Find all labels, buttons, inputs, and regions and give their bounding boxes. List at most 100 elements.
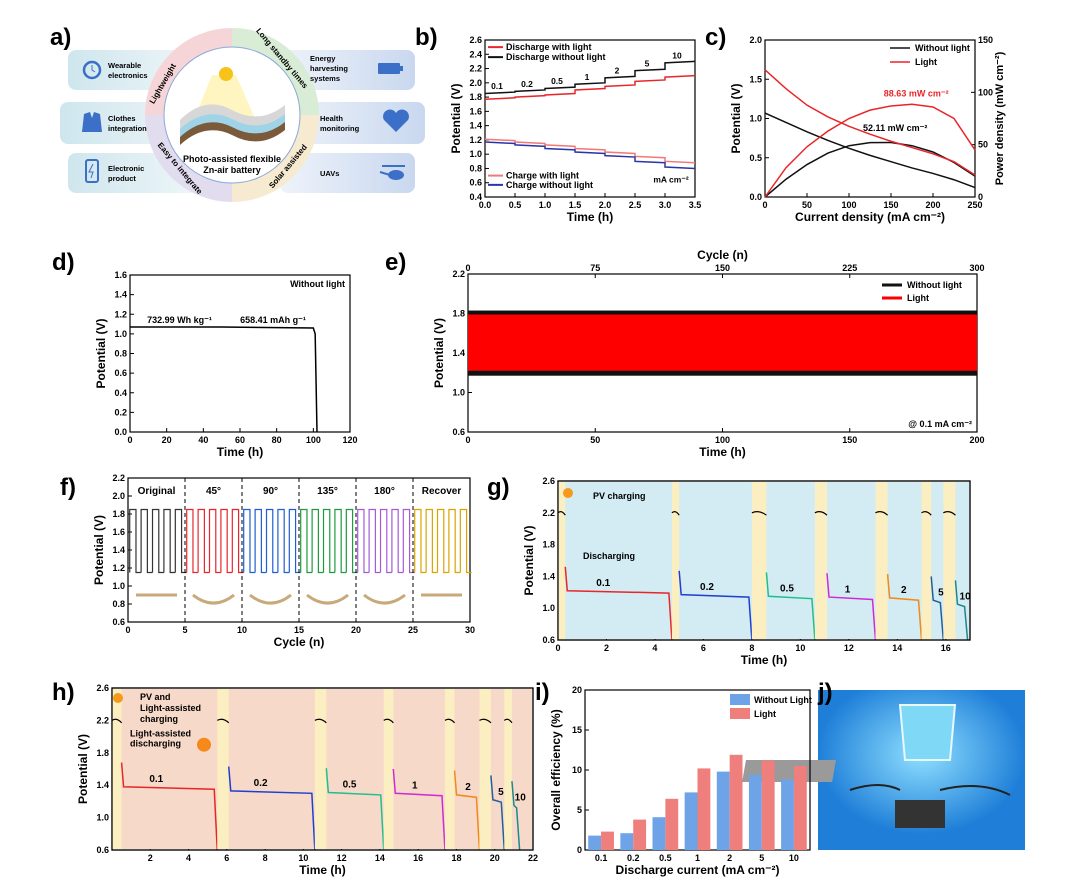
potential-curve [764, 69, 976, 176]
y-tick-label: 0.2 [114, 407, 127, 417]
y-tick-label: 2.2 [452, 269, 465, 279]
annotation: PV and [140, 692, 171, 702]
y-tick-label: 10 [572, 765, 582, 775]
y-tick-label: 2.2 [96, 715, 109, 725]
top-x-tick-label: 75 [590, 263, 600, 273]
discharge-curve [130, 326, 318, 433]
cycle-curve [186, 508, 244, 574]
y-tick-label: 1.0 [114, 329, 127, 339]
current-label: 0.5 [780, 584, 794, 595]
x-tick-label: 22 [528, 853, 538, 863]
segment-label: Recover [422, 486, 462, 497]
y-tick-label: 2.4 [469, 49, 482, 59]
light-band [468, 314, 977, 371]
x-tick-label: 60 [235, 435, 245, 445]
left-item-label: electronics [108, 71, 148, 80]
y-axis-label: Potential (V) [522, 525, 536, 595]
annotation: discharging [130, 738, 181, 748]
x-tick-label: 8 [749, 643, 754, 653]
y-tick-label: 1.4 [452, 348, 465, 358]
plot-frame [111, 687, 534, 851]
legend-label: Charge with light [506, 171, 579, 181]
x-tick-label: 0 [125, 625, 130, 635]
x-tick-label: 0.2 [627, 853, 640, 863]
x-tick-label: 100 [306, 435, 321, 445]
discharge-curve [678, 570, 753, 641]
peak-annotation: 52.11 mW cm⁻² [863, 123, 927, 133]
bar [716, 771, 730, 850]
y-axis-label: Potential (V) [729, 83, 743, 153]
charging-band [383, 689, 394, 849]
y-axis-label: Potential (V) [94, 318, 108, 388]
left-item-label: product [108, 174, 136, 183]
discharge-curve [765, 572, 816, 641]
bar [620, 833, 634, 850]
charging-curve [111, 718, 123, 724]
x-tick-label: 12 [337, 853, 347, 863]
current-label: 1 [412, 780, 418, 791]
charging-band [671, 482, 680, 639]
y-axis-label: Potential (V) [92, 515, 106, 585]
y-right-tick-label: 150 [978, 35, 993, 45]
charging-band [479, 689, 491, 849]
annotation: 732.99 Wh kg⁻¹ [147, 315, 212, 325]
y-tick-label: 1.6 [112, 527, 125, 537]
y-tick-label: 2.0 [112, 491, 125, 501]
y-tick-label: 2.6 [542, 476, 555, 486]
discharge-curve [564, 566, 673, 641]
x-tick-label: 0 [555, 643, 560, 653]
bar [781, 779, 794, 850]
x-tick-label: 10 [789, 853, 799, 863]
x-axis-label: Time (h) [741, 653, 787, 667]
y-tick-label: 1.6 [114, 270, 127, 280]
x-tick-label: 15 [294, 625, 304, 635]
sun-icon [113, 693, 123, 703]
discharge-curve [227, 766, 316, 851]
bar [633, 819, 647, 850]
x-tick-label: 200 [925, 200, 940, 210]
panel-label: b) [415, 24, 438, 51]
current-label: 0.2 [254, 778, 268, 789]
watch-icon [82, 60, 102, 80]
x-tick-label: 2 [727, 853, 732, 863]
charging-band [814, 482, 828, 639]
y-tick-label: 0.5 [749, 153, 762, 163]
charging-band [314, 689, 327, 849]
x-tick-label: 16 [941, 643, 951, 653]
bar [729, 754, 743, 850]
x-tick-label: 3.5 [689, 200, 702, 210]
y-tick-label: 1.8 [469, 92, 482, 102]
power-curve [764, 141, 976, 198]
top-x-tick-label: 0 [465, 263, 470, 273]
charging-band [875, 482, 888, 639]
panel-label: i) [535, 679, 550, 706]
x-tick-label: 5 [182, 625, 187, 635]
x-tick-label: 2.5 [629, 200, 642, 210]
x-tick-label: 1.5 [569, 200, 582, 210]
y-tick-label: 1.0 [542, 603, 555, 613]
segment-label: 180° [374, 486, 395, 497]
legend-label: Discharge with light [506, 42, 592, 52]
current-label: 10 [960, 591, 972, 602]
x-tick-label: 20 [162, 435, 172, 445]
legend-swatch [730, 708, 750, 719]
legend-label: Without light [915, 43, 970, 53]
charging-band [217, 689, 229, 849]
y-tick-label: 1.0 [452, 388, 465, 398]
bar [684, 792, 698, 850]
y-tick-label: 1.5 [749, 74, 762, 84]
plot-frame [557, 480, 971, 641]
y-tick-label: 2.0 [749, 35, 762, 45]
bent-battery-photo [192, 593, 235, 605]
charging-curve [444, 718, 455, 724]
current-label: 2 [465, 782, 471, 793]
right-item-label: harvesting [310, 64, 348, 73]
current-label: 2 [901, 585, 907, 596]
charging-band [504, 689, 512, 849]
battery-icon [378, 63, 403, 74]
charging-band [751, 482, 767, 639]
current-label: 1 [585, 72, 590, 82]
charging-curve [814, 511, 828, 516]
panel-a-schematic: Photo-assisted flexible Zn-air battery L… [60, 27, 425, 202]
charging-band [921, 482, 932, 639]
